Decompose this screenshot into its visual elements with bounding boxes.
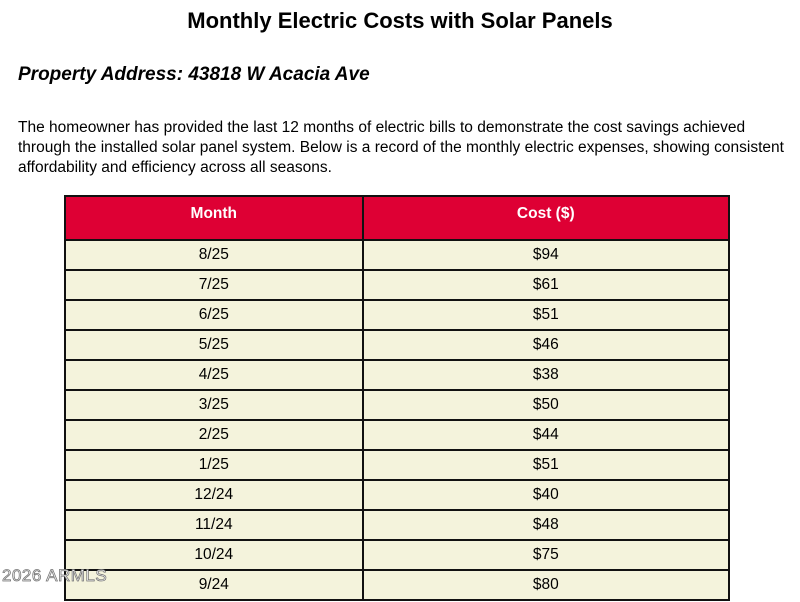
page-title: Monthly Electric Costs with Solar Panels: [187, 8, 613, 33]
cost-cell: $51: [361, 299, 731, 331]
table-row: 9/24 $80: [64, 569, 731, 601]
month-cell: 9/24: [64, 569, 364, 601]
column-header-cost: Cost ($): [361, 195, 731, 241]
cost-cell: $51: [361, 449, 731, 481]
month-cell: 1/25: [64, 449, 364, 481]
table-row: 5/25 $46: [64, 329, 731, 361]
cost-cell: $46: [361, 329, 731, 361]
cost-cell: $40: [361, 479, 731, 511]
cost-cell: $38: [361, 359, 731, 391]
month-cell: 7/25: [64, 269, 364, 301]
table-row: 3/25 $50: [64, 389, 731, 421]
cost-cell: $44: [361, 419, 731, 451]
cost-cell: $50: [361, 389, 731, 421]
cost-cell: $61: [361, 269, 731, 301]
electric-costs-table: Month Cost ($) 8/25 $94 7/25 $61 6/25 $51 5/25…: [64, 195, 731, 601]
column-header-month: Month: [64, 195, 364, 241]
month-cell: 10/24: [64, 539, 364, 571]
property-address: Property Address: 43818 W Acacia Ave: [18, 64, 370, 85]
month-cell: 3/25: [64, 389, 364, 421]
table-row: 6/25 $51: [64, 299, 731, 331]
table-header-row: Month Cost ($): [64, 195, 731, 241]
table-row: 8/25 $94: [64, 239, 731, 271]
month-cell: 8/25: [64, 239, 364, 271]
month-cell: 12/24: [64, 479, 364, 511]
table-row: 10/24 $75: [64, 539, 731, 571]
month-cell: 4/25: [64, 359, 364, 391]
cost-cell: $75: [361, 539, 731, 571]
table-row: 2/25 $44: [64, 419, 731, 451]
description: The homeowner has provided the last 12 m…: [18, 119, 784, 176]
month-cell: 2/25: [64, 419, 364, 451]
watermark: 2026 ARMLS: [2, 566, 108, 586]
month-cell: 5/25: [64, 329, 364, 361]
cost-cell: $80: [361, 569, 731, 601]
table-row: 4/25 $38: [64, 359, 731, 391]
cost-cell: $48: [361, 509, 731, 541]
month-cell: 6/25: [64, 299, 364, 331]
table-row: 11/24 $48: [64, 509, 731, 541]
cost-cell: $94: [361, 239, 731, 271]
table-row: 12/24 $40: [64, 479, 731, 511]
table-row: 7/25 $61: [64, 269, 731, 301]
month-cell: 11/24: [64, 509, 364, 541]
table-row: 1/25 $51: [64, 449, 731, 481]
